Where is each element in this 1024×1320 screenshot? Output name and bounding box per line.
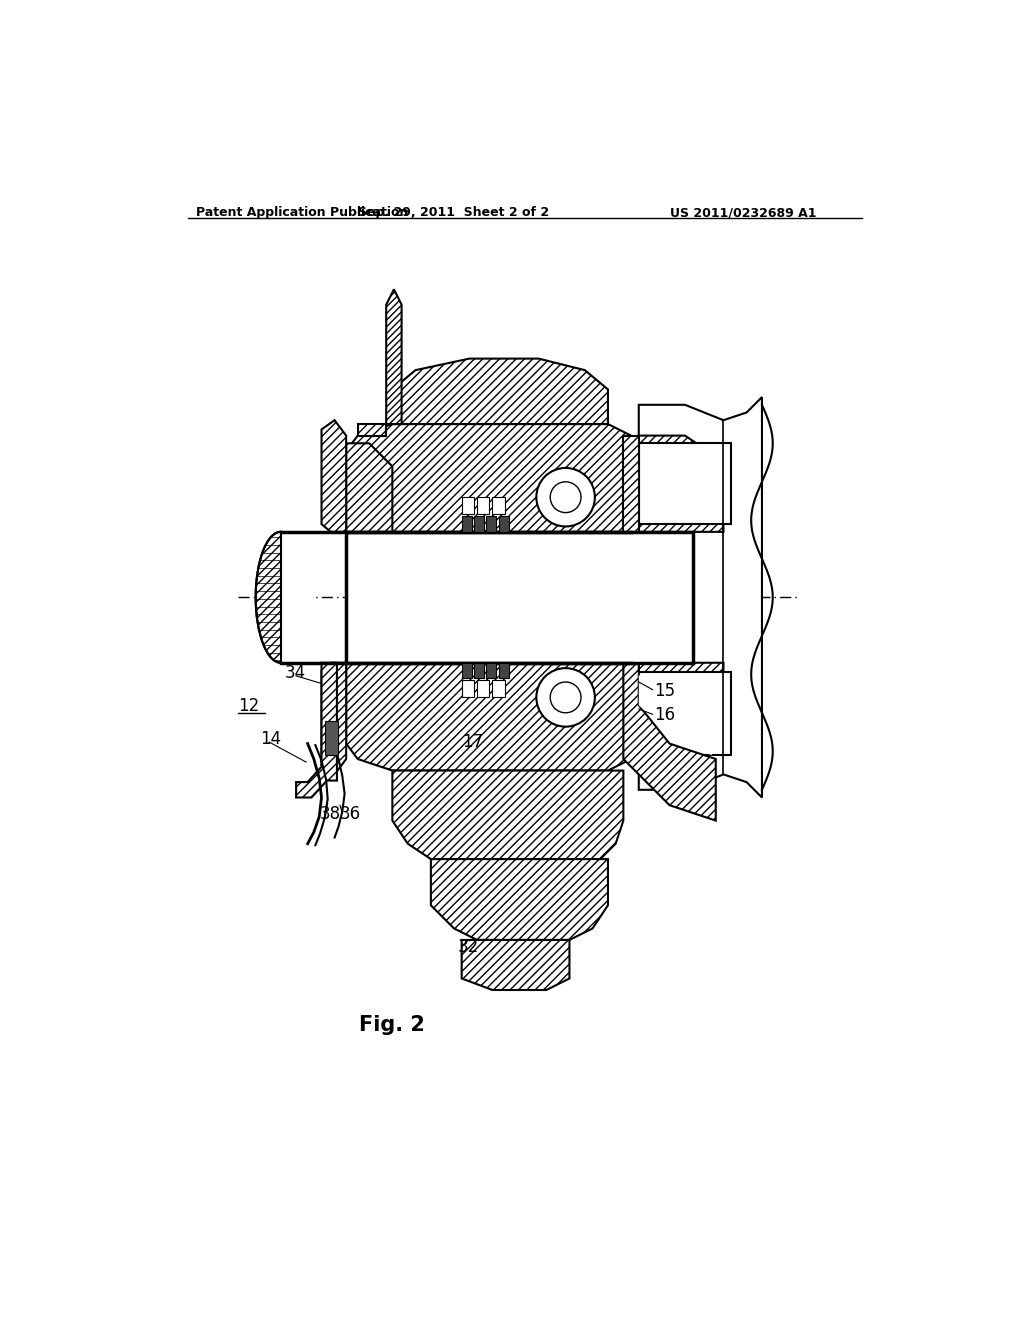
Bar (639, 672, 731, 755)
Bar (325, 721, 339, 755)
Polygon shape (624, 436, 639, 532)
Polygon shape (639, 675, 712, 755)
Polygon shape (346, 663, 639, 771)
Polygon shape (296, 663, 337, 797)
Bar (462, 516, 472, 532)
Text: 14: 14 (260, 730, 281, 747)
Text: 15: 15 (654, 682, 675, 700)
Bar (486, 663, 497, 678)
Bar (499, 663, 509, 678)
Text: Sep. 29, 2011  Sheet 2 of 2: Sep. 29, 2011 Sheet 2 of 2 (358, 206, 550, 219)
Polygon shape (392, 359, 608, 424)
Circle shape (550, 682, 581, 713)
Bar (462, 663, 472, 678)
Bar (639, 444, 731, 524)
Bar (486, 516, 497, 532)
Text: 17: 17 (462, 734, 482, 751)
Circle shape (550, 482, 581, 512)
Text: Patent Application Publication: Patent Application Publication (196, 206, 409, 219)
Bar (462, 681, 474, 697)
Bar (493, 681, 505, 697)
Polygon shape (346, 424, 639, 532)
Text: 38: 38 (319, 805, 340, 824)
Polygon shape (462, 940, 569, 990)
Polygon shape (386, 289, 401, 424)
Text: US 2011/0232689 A1: US 2011/0232689 A1 (670, 206, 816, 219)
Text: 16: 16 (654, 706, 675, 725)
Bar (462, 498, 474, 515)
Polygon shape (392, 771, 624, 859)
Text: 32: 32 (458, 937, 479, 956)
Ellipse shape (256, 532, 306, 663)
Bar (493, 498, 505, 515)
Polygon shape (322, 663, 346, 775)
Text: 12: 12 (239, 697, 260, 715)
Polygon shape (431, 859, 608, 940)
Bar (477, 498, 489, 515)
Circle shape (537, 668, 595, 726)
Bar (499, 516, 509, 532)
Bar (477, 681, 489, 697)
Bar (281, 532, 311, 663)
Polygon shape (639, 397, 762, 797)
Polygon shape (639, 663, 724, 759)
Text: 34: 34 (285, 664, 306, 682)
Polygon shape (357, 424, 386, 436)
Bar (474, 663, 484, 678)
Polygon shape (322, 420, 346, 532)
Polygon shape (346, 444, 392, 532)
Polygon shape (624, 663, 716, 821)
Text: 36: 36 (340, 805, 361, 824)
Bar (346, 532, 692, 663)
Circle shape (537, 469, 595, 527)
Polygon shape (639, 436, 724, 532)
Bar (474, 516, 484, 532)
Text: Fig. 2: Fig. 2 (359, 1015, 425, 1035)
